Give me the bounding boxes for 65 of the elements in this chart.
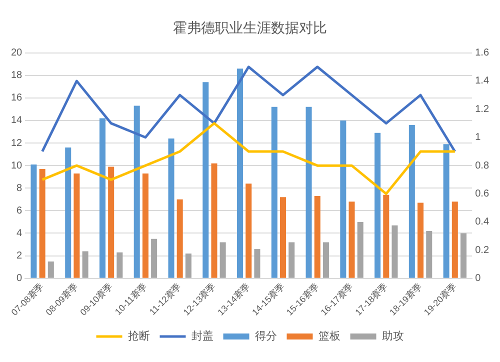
y2-tick-label: 0.8 <box>475 160 490 172</box>
bar <box>254 249 260 278</box>
y-tick-label: 10 <box>11 160 23 172</box>
y-tick-label: 0 <box>16 273 23 284</box>
bar <box>280 197 286 278</box>
y-tick-label: 14 <box>11 115 23 126</box>
y-tick-label: 8 <box>16 182 23 194</box>
legend-label: 助攻 <box>382 330 404 343</box>
y-tick-label: 4 <box>16 228 23 239</box>
bar <box>237 68 244 278</box>
bar <box>314 196 320 278</box>
bar <box>306 106 312 278</box>
bar <box>288 242 295 278</box>
bar <box>151 238 158 278</box>
bar <box>271 106 278 278</box>
bar <box>48 261 54 278</box>
y2-tick-label: 0.6 <box>475 188 490 200</box>
bar <box>357 222 364 278</box>
y-tick-label: 6 <box>16 205 23 216</box>
bar <box>220 242 226 278</box>
bar <box>418 202 424 278</box>
bar <box>340 120 346 278</box>
y-tick-label: 20 <box>11 48 23 59</box>
bar <box>30 164 37 278</box>
legend-label: 抢断 <box>128 330 150 343</box>
bar <box>39 168 46 278</box>
y2-tick-label: 1.6 <box>475 48 490 59</box>
chart-title: 霍弗德职业生涯数据对比 <box>173 19 327 36</box>
y2-tick-label: 1.4 <box>475 76 490 87</box>
y-tick-label: 18 <box>11 70 23 82</box>
bar <box>426 230 432 278</box>
y2-tick-label: 0.2 <box>475 244 490 256</box>
bar <box>246 184 252 278</box>
bar <box>452 202 458 278</box>
bar <box>348 202 355 278</box>
y-tick-label: 12 <box>11 138 23 149</box>
bar <box>168 138 174 278</box>
legend-label: 得分 <box>254 330 277 343</box>
bar <box>134 106 140 278</box>
bar <box>202 82 209 278</box>
legend-label: 封盖 <box>191 330 214 343</box>
bar <box>322 242 329 278</box>
bar <box>108 166 114 278</box>
bar <box>82 251 88 278</box>
bar <box>65 148 72 278</box>
y2-tick-label: 1.2 <box>475 104 490 115</box>
y-tick-label: 16 <box>11 92 23 104</box>
y-tick-label: 2 <box>16 250 23 262</box>
bar <box>142 173 148 278</box>
bar <box>392 225 398 278</box>
legend-label: 篮板 <box>318 330 340 343</box>
bar <box>185 254 192 278</box>
bar <box>408 124 415 278</box>
bar <box>116 252 123 278</box>
bar <box>176 199 183 278</box>
y2-tick-label: 0.4 <box>475 216 490 228</box>
bar <box>374 132 381 278</box>
bar <box>211 163 218 278</box>
bar <box>443 144 450 278</box>
y2-tick-label: 0 <box>475 273 482 284</box>
bar <box>383 194 390 278</box>
bar <box>74 173 80 278</box>
bar <box>99 118 106 278</box>
y2-tick-label: 1 <box>475 132 482 144</box>
bar <box>460 233 467 278</box>
